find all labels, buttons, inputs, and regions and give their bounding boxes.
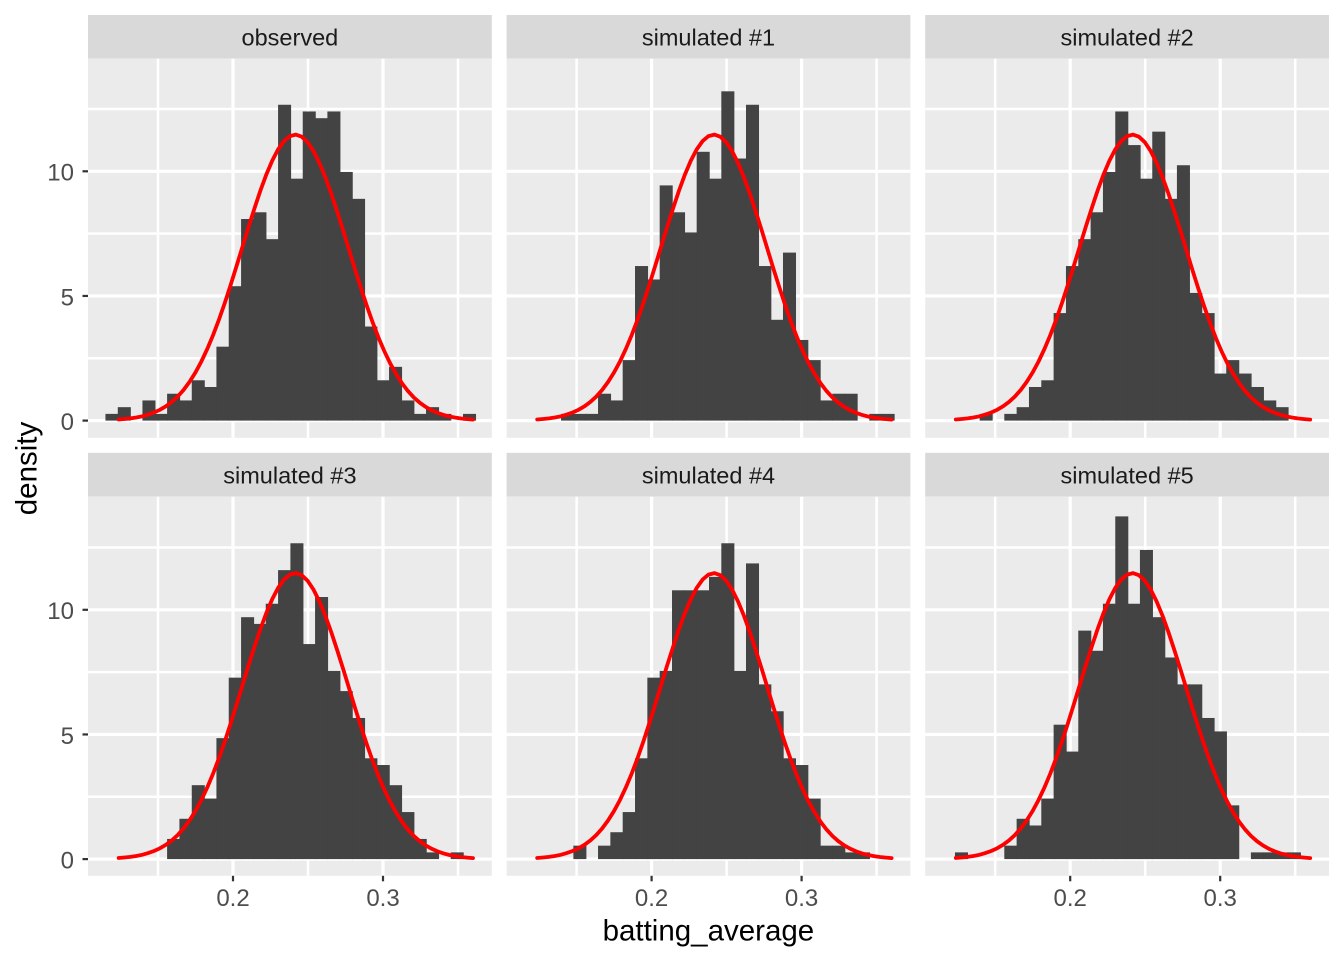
svg-text:10: 10 [47, 598, 74, 625]
svg-text:0.3: 0.3 [785, 885, 818, 912]
svg-text:simulated #3: simulated #3 [223, 463, 356, 489]
svg-text:observed: observed [242, 25, 339, 51]
svg-text:5: 5 [61, 723, 74, 750]
svg-text:0: 0 [61, 847, 74, 874]
svg-text:0.2: 0.2 [635, 885, 668, 912]
svg-text:0: 0 [61, 409, 74, 436]
svg-text:simulated #5: simulated #5 [1060, 463, 1193, 489]
svg-text:0.2: 0.2 [1054, 885, 1087, 912]
svg-text:simulated #4: simulated #4 [642, 463, 775, 489]
svg-text:0.3: 0.3 [366, 885, 399, 912]
svg-text:batting_average: batting_average [603, 915, 815, 948]
svg-text:10: 10 [47, 160, 74, 187]
svg-text:5: 5 [61, 284, 74, 311]
svg-text:density: density [11, 422, 44, 516]
svg-text:0.3: 0.3 [1204, 885, 1237, 912]
svg-text:simulated #1: simulated #1 [642, 25, 775, 51]
svg-text:0.2: 0.2 [216, 885, 249, 912]
svg-text:simulated #2: simulated #2 [1060, 25, 1193, 51]
